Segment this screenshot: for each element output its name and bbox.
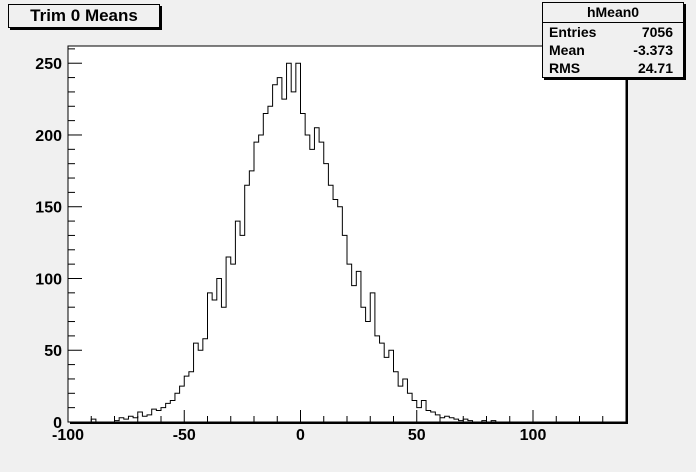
stats-label: Entries [549,24,597,40]
axis-tick-labels: -100 -50 0 50 100 0 50 100 150 200 250 [35,56,546,444]
x-tick-label: 0 [296,427,305,444]
stats-row-entries: Entries 7056 [543,23,683,41]
stats-box: hMean0 Entries 7056 Mean -3.373 RMS 24.7… [542,2,684,78]
x-tick-label: 50 [408,427,426,444]
x-tick-label: -50 [173,427,196,444]
histogram-line [68,62,626,423]
stats-row-mean: Mean -3.373 [543,41,683,59]
chart-title: Trim 0 Means [8,4,160,28]
stats-value: 7056 [641,24,673,40]
y-tick-label: 150 [35,200,62,217]
stats-title: hMean0 [543,3,683,23]
x-tick-label: 100 [520,427,547,444]
y-tick-label: 200 [35,128,62,145]
stats-label: RMS [549,60,581,76]
stats-row-rms: RMS 24.71 [543,59,683,77]
stats-label: Mean [549,42,585,58]
y-tick-label: 50 [44,343,62,360]
stats-value: -3.373 [633,42,673,58]
stats-value: 24.71 [637,60,673,76]
x-tick-label: -100 [52,427,84,444]
y-tick-label: 100 [35,271,62,288]
y-tick-label: 250 [35,56,62,73]
y-tick-label: 0 [53,415,62,432]
plot-area [67,45,627,423]
